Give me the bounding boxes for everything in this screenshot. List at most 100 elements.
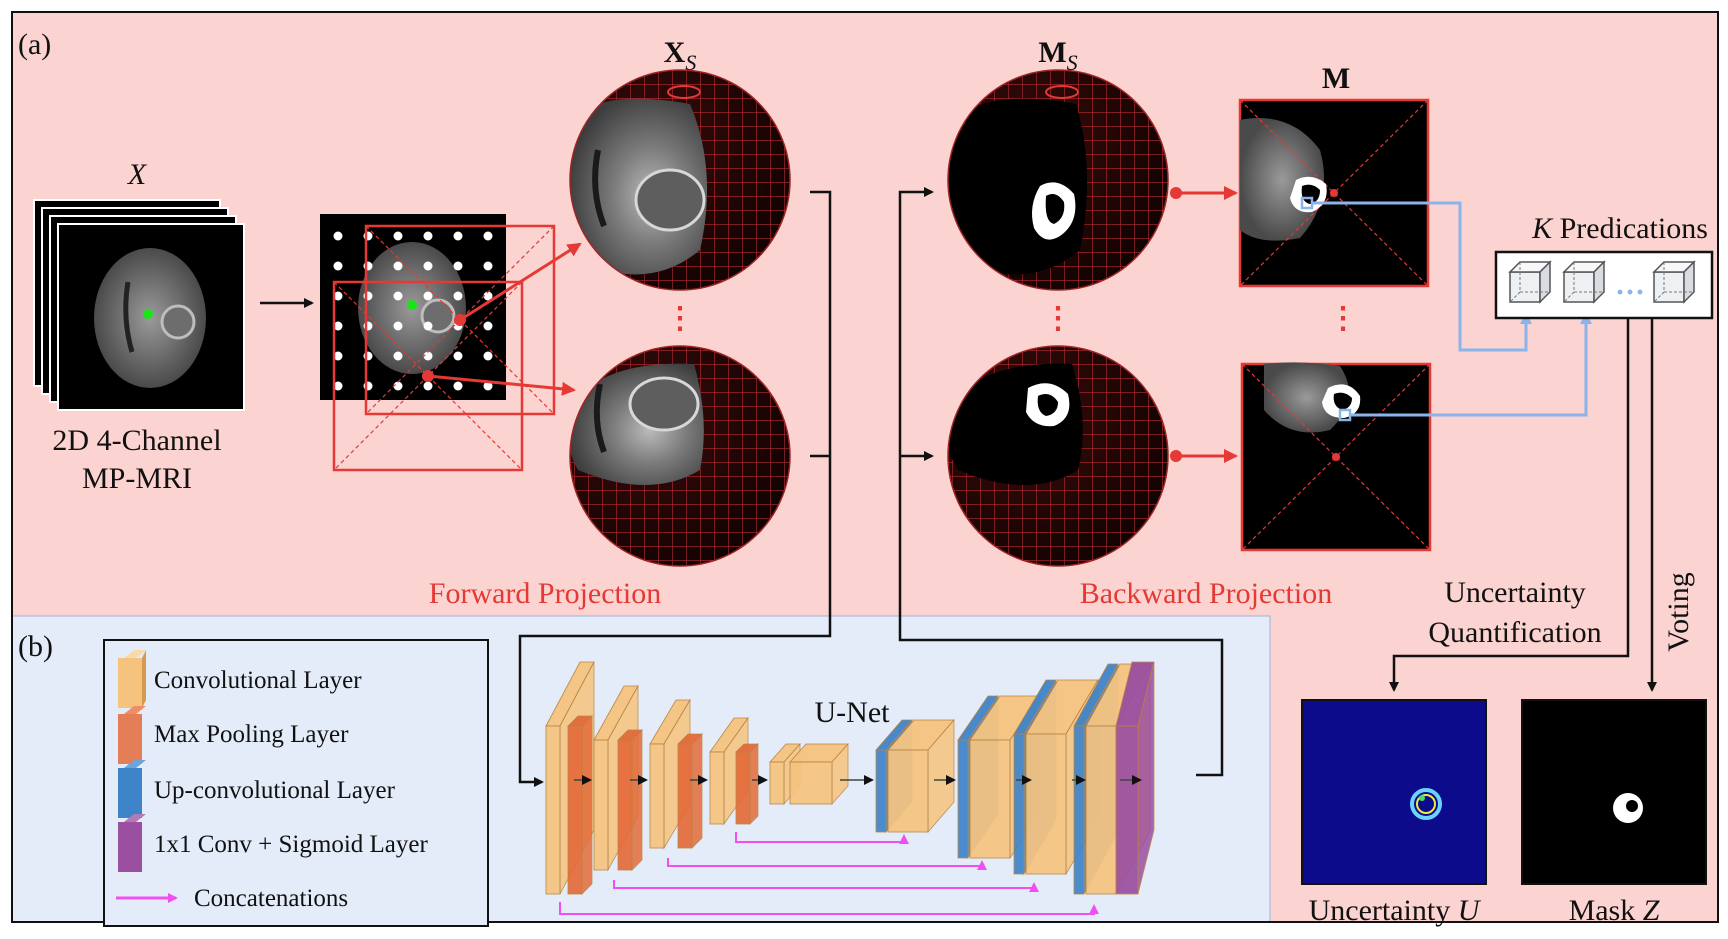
legend-upconv-swatch (118, 760, 146, 818)
sample-dot (453, 231, 463, 241)
sample-dot (393, 321, 403, 331)
concatenation-link (735, 832, 909, 844)
sample-dot (453, 381, 463, 391)
svg-text:K Predications: K Predications (1531, 212, 1708, 245)
uq-line2: Quantification (1428, 616, 1601, 649)
input-variable: X (127, 158, 148, 191)
uncertainty-output-var: U (1458, 894, 1482, 927)
svg-text:···: ··· (1615, 276, 1645, 309)
legend-pool: Max Pooling Layer (154, 721, 349, 748)
svg-text:MS: MS (1038, 36, 1077, 75)
sample-dot (333, 321, 343, 331)
unet-sigmoid-block (1115, 661, 1155, 895)
m-image-bottom (1240, 362, 1432, 552)
sampling-grid-image (320, 214, 556, 472)
sample-dot (483, 381, 493, 391)
panel-a-label: (a) (18, 28, 51, 61)
k-predictions-box: ··· (1494, 250, 1714, 320)
uncertainty-map (1301, 699, 1487, 885)
input-caption-line1: 2D 4-Channel (52, 424, 221, 457)
xs-title: X (664, 36, 686, 69)
k-variable: K (1531, 212, 1554, 245)
sample-dot (453, 351, 463, 361)
svg-text:Mask Z: Mask Z (1569, 894, 1660, 927)
legend-sig-swatch (118, 814, 146, 872)
svg-text:Uncertainty U: Uncertainty U (1309, 894, 1482, 927)
legend: Convolutional Layer Max Pooling Layer Up… (103, 639, 489, 927)
unet-conv-block (789, 742, 849, 806)
legend-conv: Convolutional Layer (154, 667, 362, 694)
panel-a-background (12, 12, 1718, 616)
legend-conv-swatch (118, 650, 146, 708)
sample-dot (423, 351, 433, 361)
input-mri-stack (33, 199, 245, 411)
prediction-cube-icon (1652, 260, 1696, 304)
sample-dot (453, 261, 463, 271)
sample-dot (333, 351, 343, 361)
sample-dot (483, 261, 493, 271)
voting-label: Voting (1662, 572, 1695, 651)
uncertainty-output-label: Uncertainty (1309, 894, 1458, 927)
ms-subscript: S (1067, 50, 1078, 75)
svg-text:⋮: ⋮ (1043, 302, 1073, 335)
sample-dot (393, 261, 403, 271)
unet-diagram (545, 661, 1155, 915)
sample-dot (393, 381, 403, 391)
m-image-top (1238, 98, 1430, 288)
k-predications-label: Predications (1552, 212, 1708, 245)
sample-dot (483, 351, 493, 361)
xs-sphere-top (569, 69, 791, 291)
uq-line1: Uncertainty (1444, 576, 1586, 609)
concatenation-link (667, 858, 987, 870)
svg-text:⋮: ⋮ (665, 302, 695, 335)
sample-dot (333, 381, 343, 391)
unet-pool-block (567, 715, 593, 895)
sample-dot (333, 231, 343, 241)
sample-dot (393, 291, 403, 301)
ms-sphere-bottom (947, 345, 1169, 567)
sample-dot (483, 321, 493, 331)
sample-dot (423, 231, 433, 241)
input-caption-line2: MP-MRI (82, 462, 192, 495)
sample-dot (483, 291, 493, 301)
concatenation-link (559, 902, 1099, 915)
concatenation-link (613, 880, 1039, 892)
mask-output-var: Z (1643, 894, 1660, 927)
ms-sphere-top (947, 69, 1169, 291)
ms-title: M (1038, 36, 1066, 69)
sample-dot (423, 321, 433, 331)
m-title: M (1322, 62, 1350, 95)
legend-sig: 1x1 Conv + Sigmoid Layer (154, 831, 428, 858)
backward-projection-label: Backward Projection (1080, 577, 1332, 610)
panel-b-label: (b) (18, 630, 53, 663)
sample-dot (423, 261, 433, 271)
unet-pool-block (617, 729, 643, 871)
forward-projection-label: Forward Projection (429, 577, 661, 610)
sample-dot (393, 351, 403, 361)
sample-dot (423, 381, 433, 391)
prediction-cube-icon (1508, 260, 1552, 304)
xs-sphere-bottom (569, 345, 791, 567)
sample-dot (423, 291, 433, 301)
figure-border (11, 11, 1719, 923)
center-point (143, 309, 153, 319)
unet-pool-block (677, 733, 703, 849)
sample-dot (333, 261, 343, 271)
unet-title: U-Net (815, 696, 891, 729)
unet-conv-block (887, 718, 955, 834)
legend-pool-swatch (118, 706, 146, 764)
svg-text:XS: XS (664, 36, 697, 75)
mask-output (1521, 699, 1707, 885)
sample-dot (393, 231, 403, 241)
mask-output-label: Mask (1569, 894, 1643, 927)
xs-subscript: S (685, 50, 696, 75)
sample-dot (453, 291, 463, 301)
sample-dot (333, 291, 343, 301)
legend-upconv: Up-convolutional Layer (154, 777, 396, 804)
unet-pool-block (735, 743, 759, 825)
prediction-cube-icon (1562, 260, 1606, 304)
sample-dot (483, 231, 493, 241)
legend-concat: Concatenations (194, 885, 348, 912)
